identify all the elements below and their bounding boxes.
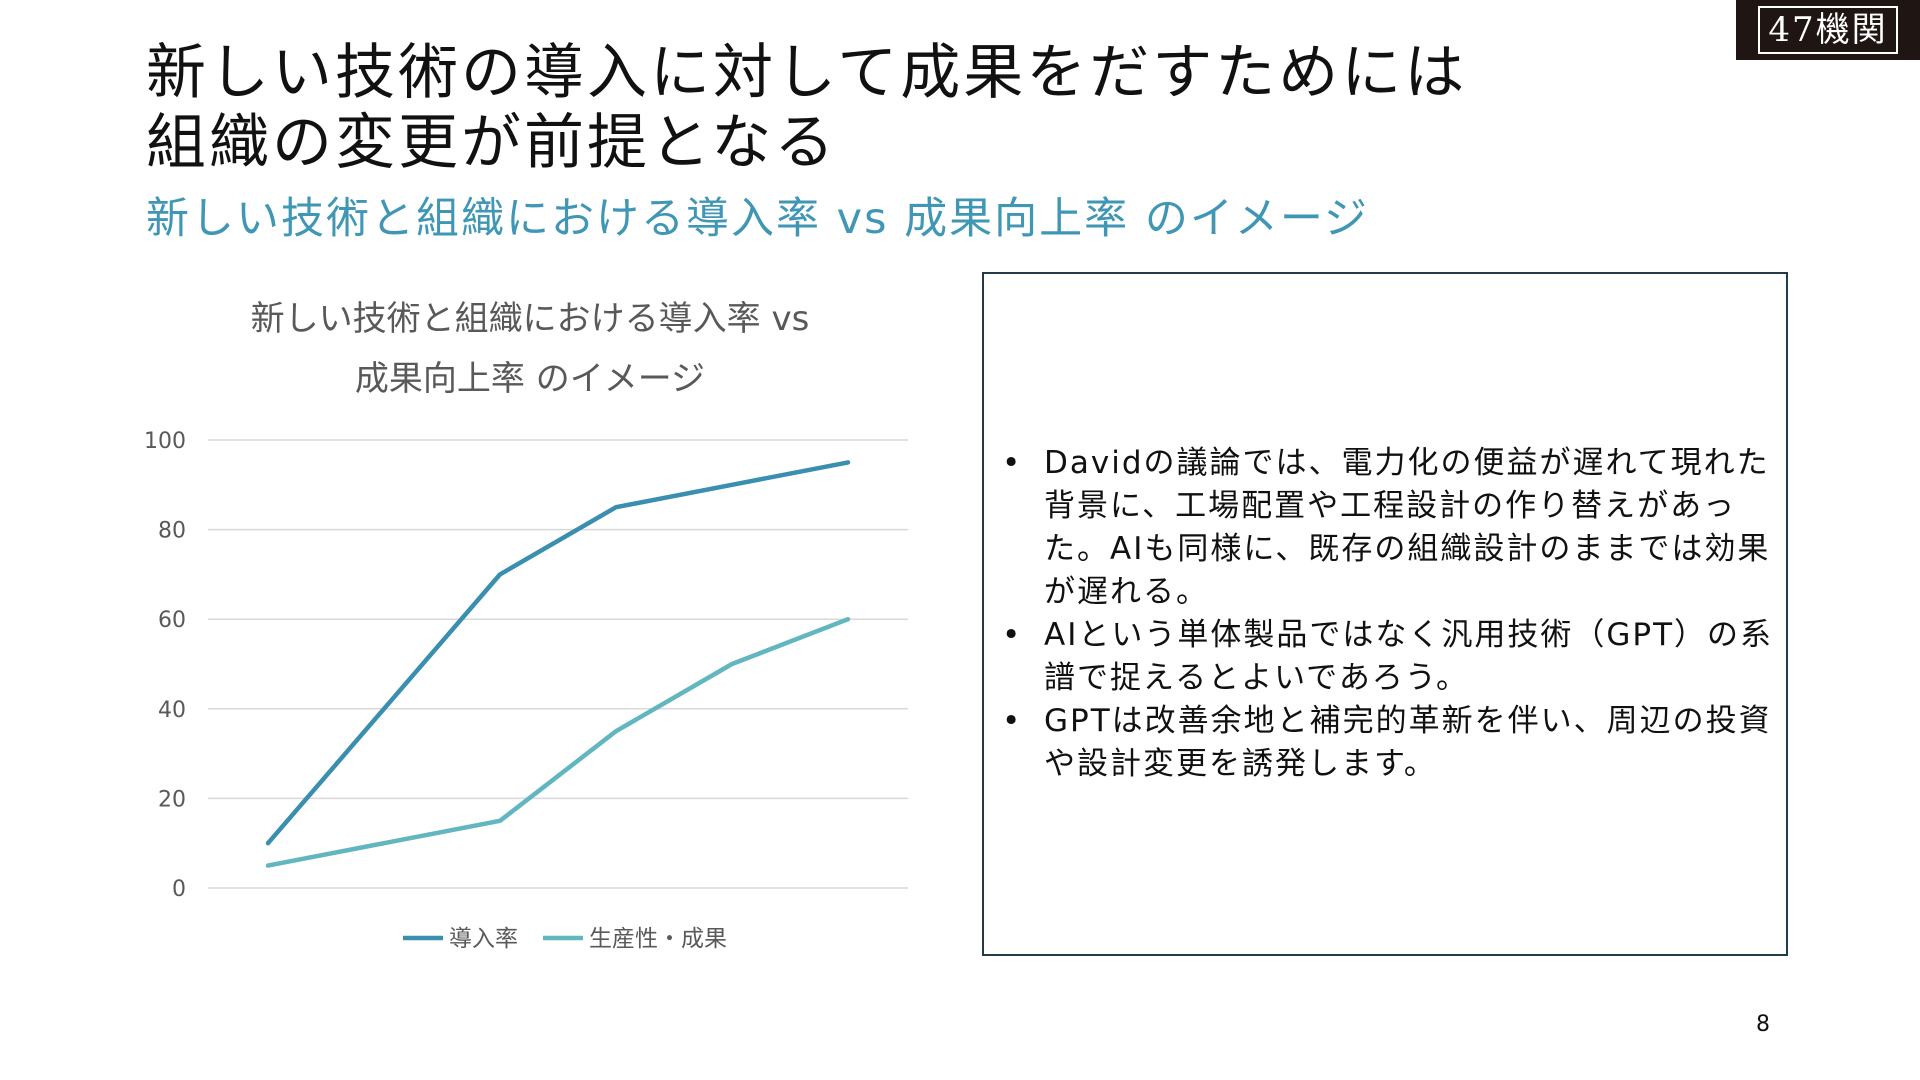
chart-title-line-1: 新しい技術と組織における導入率 vs xyxy=(251,299,810,339)
slide-title-line-1: 新しい技術の導入に対して成果をだすためには xyxy=(146,38,1468,108)
notes-textbox: Davidの議論では、電力化の便益が遅れて現れた背景に、工場配置や工程設計の作り… xyxy=(982,272,1788,956)
chart-series-line-2 xyxy=(265,616,851,868)
brand-logo: 47機関 xyxy=(1736,0,1920,60)
chart-y-tick-label: 20 xyxy=(158,787,186,812)
chart-y-tick-label: 0 xyxy=(172,877,186,902)
chart-y-tick-label: 100 xyxy=(144,429,186,454)
chart-legend-label: 生産性・成果 xyxy=(589,926,727,952)
chart-y-tick-label: 60 xyxy=(158,608,186,633)
bullet-item: Davidの議論では、電力化の便益が遅れて現れた背景に、工場配置や工程設計の作り… xyxy=(1002,442,1774,614)
chart-y-tick-label: 40 xyxy=(158,698,186,723)
chart-gridlines xyxy=(208,439,908,889)
line-chart-svg: 新しい技術と組織における導入率 vs 成果向上率 のイメージ 0 20 40 60 80… xyxy=(144,299,908,952)
chart-title-line-2: 成果向上率 のイメージ xyxy=(355,359,705,399)
bullet-item: GPTは改善余地と補完的革新を伴い、周辺の投資や設計変更を誘発します。 xyxy=(1002,700,1774,786)
chart-y-tick-label: 80 xyxy=(158,519,186,544)
page-number: 8 xyxy=(1756,1012,1770,1037)
line-chart: 新しい技術と組織における導入率 vs 成果向上率 のイメージ 0 20 40 60 80… xyxy=(130,280,920,980)
chart-legend-label: 導入率 xyxy=(449,926,518,952)
chart-series xyxy=(265,460,851,868)
slide-title: 新しい技術の導入に対して成果をだすためには 組織の変更が前提となる xyxy=(146,38,1467,178)
chart-legend: 導入率 生産性・成果 xyxy=(403,926,727,952)
slide-subtitle: 新しい技術と組織における導入率 vs 成果向上率 のイメージ xyxy=(146,194,1369,244)
bullet-item: AIという単体製品ではなく汎用技術（GPT）の系譜で捉えるとよいであろう。 xyxy=(1002,614,1774,700)
brand-logo-text: 47機関 xyxy=(1758,6,1898,54)
slide-title-line-2: 組織の変更が前提となる xyxy=(146,108,838,178)
chart-series-line-1 xyxy=(265,460,851,846)
chart-y-tick-labels: 0 20 40 60 80 100 xyxy=(144,429,186,902)
bullet-list: Davidの議論では、電力化の便益が遅れて現れた背景に、工場配置や工程設計の作り… xyxy=(984,442,1774,786)
